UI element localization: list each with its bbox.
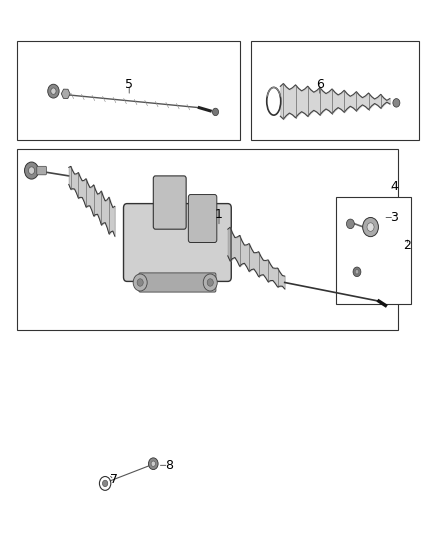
- Circle shape: [353, 267, 361, 277]
- FancyBboxPatch shape: [188, 195, 217, 243]
- FancyBboxPatch shape: [153, 176, 186, 229]
- Text: 5: 5: [125, 78, 133, 91]
- Bar: [17, 41, 240, 140]
- FancyBboxPatch shape: [124, 204, 231, 281]
- Circle shape: [137, 279, 143, 286]
- Text: 8: 8: [165, 459, 173, 472]
- FancyBboxPatch shape: [37, 166, 46, 175]
- Circle shape: [133, 274, 147, 291]
- Circle shape: [355, 270, 359, 274]
- Circle shape: [393, 99, 400, 107]
- Circle shape: [102, 480, 108, 487]
- Circle shape: [48, 84, 59, 98]
- Circle shape: [346, 219, 354, 229]
- Circle shape: [151, 461, 155, 466]
- Bar: [251, 41, 419, 140]
- Text: 7: 7: [110, 473, 118, 486]
- Circle shape: [25, 162, 39, 179]
- Circle shape: [51, 88, 56, 94]
- Circle shape: [212, 108, 219, 116]
- Bar: [336, 197, 411, 304]
- Circle shape: [363, 217, 378, 237]
- Circle shape: [207, 279, 213, 286]
- Circle shape: [148, 458, 158, 470]
- Text: 1: 1: [215, 208, 223, 221]
- Circle shape: [203, 274, 217, 291]
- Text: 3: 3: [390, 211, 398, 224]
- Circle shape: [28, 167, 35, 174]
- Text: 6: 6: [316, 78, 324, 91]
- Text: 2: 2: [403, 239, 411, 252]
- Text: 4: 4: [390, 180, 398, 193]
- Circle shape: [367, 223, 374, 231]
- FancyBboxPatch shape: [139, 273, 216, 292]
- Bar: [17, 149, 398, 330]
